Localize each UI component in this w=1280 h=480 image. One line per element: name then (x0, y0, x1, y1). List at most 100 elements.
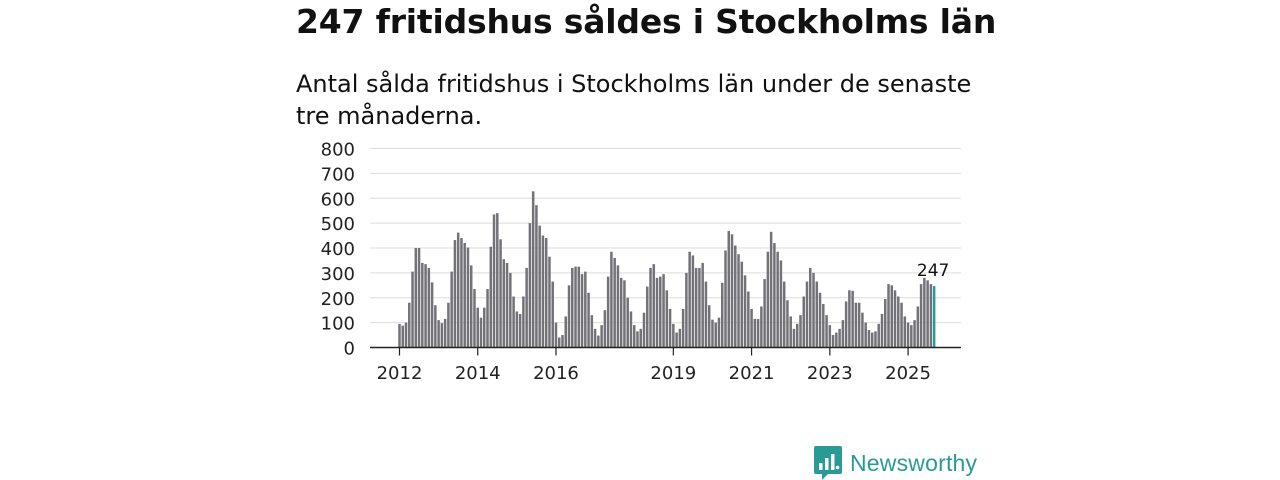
bar (486, 289, 489, 348)
bar (499, 239, 502, 348)
bar (515, 311, 519, 348)
bar (779, 260, 783, 348)
bar (707, 305, 711, 348)
bar (460, 238, 463, 348)
bar (616, 265, 620, 348)
chart-subtitle: Antal sålda fritidshus i Stockholms län … (296, 70, 972, 130)
bar (619, 277, 623, 348)
bar (685, 272, 688, 348)
bar (564, 316, 568, 348)
bar (590, 315, 594, 348)
bar (753, 318, 757, 348)
bar (747, 291, 750, 348)
bar (698, 267, 701, 348)
bar (701, 262, 704, 348)
bar (463, 243, 466, 348)
bar (509, 272, 512, 348)
y-tick-label: 100 (321, 314, 355, 335)
bar (473, 289, 476, 348)
bar (756, 318, 760, 348)
bar (557, 337, 561, 348)
bar (613, 257, 616, 348)
bar (740, 261, 744, 348)
bar (717, 317, 721, 348)
bar (522, 296, 525, 348)
bar (629, 311, 633, 348)
bar (421, 262, 424, 348)
bar (890, 285, 894, 348)
bar (606, 276, 610, 348)
y-tick-label: 400 (321, 239, 355, 260)
annotations: 247 (917, 261, 949, 281)
bar (913, 320, 916, 348)
bar (851, 290, 854, 348)
bar (535, 205, 538, 348)
bar (587, 292, 590, 348)
bar (632, 325, 636, 348)
bar (678, 328, 682, 348)
bar (456, 232, 460, 348)
bar (512, 296, 515, 348)
bar (760, 306, 763, 348)
bar (447, 302, 450, 348)
bar (734, 245, 737, 348)
bar (773, 243, 776, 348)
y-tick-label: 200 (321, 289, 355, 310)
bar (688, 251, 691, 348)
x-tick-label: 2021 (729, 363, 775, 384)
bar (825, 315, 828, 348)
bar (789, 316, 792, 348)
bar (737, 254, 740, 348)
bar (897, 296, 900, 348)
bar (743, 275, 747, 348)
bar (691, 255, 695, 348)
bar (430, 282, 434, 348)
bar (466, 247, 470, 348)
x-axis-ticks: 2012 2014 2016 2019 2021 2023 2025 (377, 347, 931, 384)
bar (453, 240, 457, 348)
bar (548, 256, 551, 348)
bar (672, 323, 675, 348)
bar (636, 331, 639, 348)
bar (538, 225, 541, 348)
x-tick-label: 2019 (650, 363, 696, 384)
bar (675, 332, 678, 348)
bar (646, 286, 649, 348)
bar (528, 223, 532, 348)
bar (874, 331, 877, 348)
bar (841, 320, 845, 348)
bar (440, 323, 444, 348)
bar (626, 297, 629, 348)
bar (434, 305, 437, 348)
bar (659, 276, 662, 348)
bar (812, 272, 815, 348)
bar (704, 281, 708, 348)
bar (414, 248, 418, 348)
bar (786, 300, 789, 348)
bar (584, 271, 587, 348)
bar (450, 271, 453, 348)
bar (870, 332, 874, 348)
data-label-latest: 247 (917, 261, 949, 281)
bar (887, 284, 890, 348)
bar (424, 264, 427, 348)
logo-chart-icon (814, 446, 842, 480)
bar (711, 319, 714, 348)
bar (818, 292, 822, 348)
bar (551, 281, 554, 348)
bar (809, 267, 812, 348)
bar (857, 302, 861, 348)
bar (916, 306, 920, 348)
bar (541, 235, 545, 348)
bar (492, 214, 496, 348)
bar (769, 231, 773, 348)
bar (883, 298, 887, 348)
bar (932, 286, 936, 348)
bar (799, 315, 802, 348)
bar (597, 335, 600, 348)
y-tick-label: 600 (321, 189, 355, 210)
bar (910, 325, 913, 348)
bar (531, 191, 535, 348)
bar (815, 281, 819, 348)
